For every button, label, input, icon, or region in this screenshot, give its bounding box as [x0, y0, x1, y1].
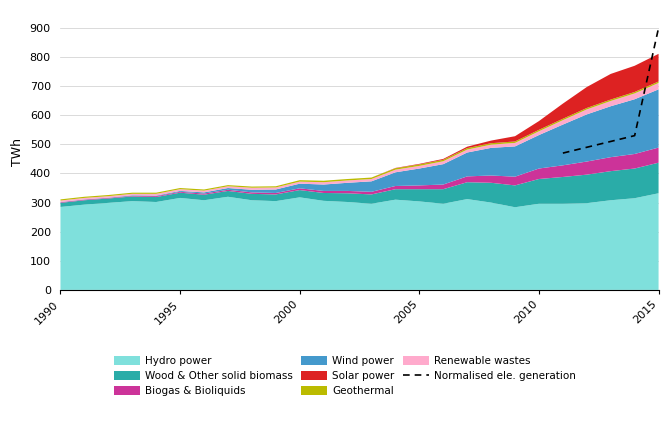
Y-axis label: TWh: TWh: [11, 138, 24, 165]
Legend: Hydro power, Wood & Other solid biomass, Biogas & Bioliquids, Wind power, Solar : Hydro power, Wood & Other solid biomass,…: [114, 356, 576, 396]
